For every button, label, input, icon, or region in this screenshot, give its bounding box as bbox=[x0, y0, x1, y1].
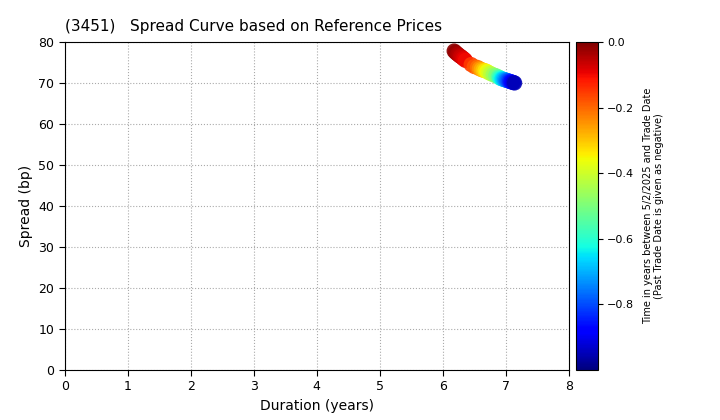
Point bbox=[506, 79, 518, 86]
Point bbox=[508, 79, 519, 86]
Point bbox=[474, 65, 485, 72]
Point bbox=[503, 78, 514, 84]
Point bbox=[454, 52, 465, 59]
Point bbox=[469, 63, 480, 70]
Point bbox=[483, 69, 495, 76]
Point bbox=[499, 76, 510, 83]
Point bbox=[459, 57, 471, 64]
Point bbox=[485, 70, 497, 77]
Point bbox=[504, 78, 516, 85]
Point bbox=[451, 50, 462, 57]
Point bbox=[457, 55, 469, 62]
Point bbox=[505, 79, 517, 85]
Point bbox=[490, 72, 501, 79]
Point bbox=[449, 47, 460, 54]
Point bbox=[459, 56, 470, 63]
Point bbox=[495, 75, 506, 82]
Point bbox=[509, 79, 521, 86]
Point bbox=[481, 68, 492, 75]
Point bbox=[496, 76, 508, 82]
Point bbox=[456, 54, 467, 60]
Point bbox=[480, 67, 491, 74]
Point bbox=[465, 61, 477, 68]
Point bbox=[475, 66, 487, 73]
Point bbox=[455, 53, 467, 60]
X-axis label: Duration (years): Duration (years) bbox=[260, 399, 374, 412]
Point bbox=[449, 49, 461, 55]
Y-axis label: Time in years between 5/2/2025 and Trade Date
(Past Trade Date is given as negat: Time in years between 5/2/2025 and Trade… bbox=[643, 88, 665, 324]
Point bbox=[487, 71, 499, 78]
Point bbox=[501, 77, 513, 84]
Point bbox=[472, 64, 483, 71]
Point bbox=[498, 76, 509, 83]
Text: (3451)   Spread Curve based on Reference Prices: (3451) Spread Curve based on Reference P… bbox=[65, 19, 442, 34]
Point bbox=[477, 67, 489, 74]
Point bbox=[452, 51, 464, 58]
Point bbox=[492, 74, 504, 80]
Point bbox=[494, 74, 505, 81]
Point bbox=[500, 77, 511, 84]
Y-axis label: Spread (bp): Spread (bp) bbox=[19, 165, 33, 247]
